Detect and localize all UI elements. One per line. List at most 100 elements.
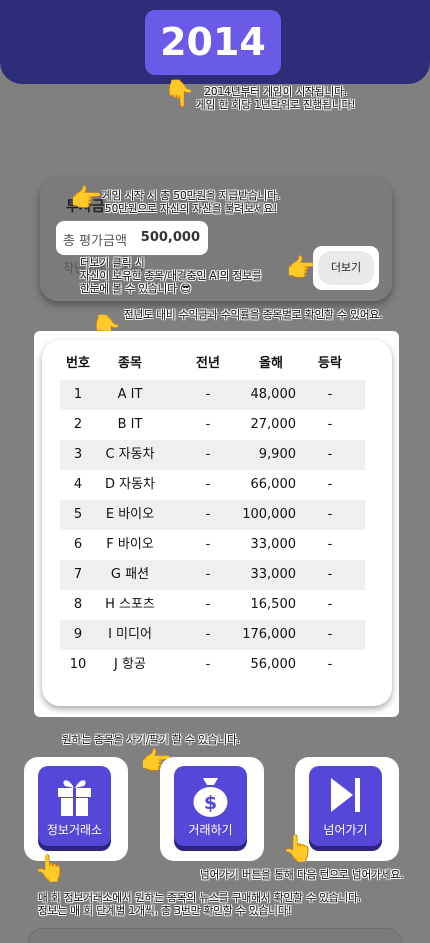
skip-card: 넘어가기 (295, 757, 399, 861)
row-chg: - (327, 657, 333, 672)
row-prev: - (205, 567, 211, 582)
row-name: I 미디어 (108, 627, 152, 642)
row-cur: 9,900 (258, 447, 296, 462)
info-exchange-label: 정보거래소 (46, 823, 103, 837)
money-bag-icon: $ (193, 778, 228, 817)
trade-hint: 원하는 종목을 사기/팔기 할 수 있습니다. (62, 734, 241, 746)
row-name: H 스포츠 (105, 597, 155, 612)
skip-next-icon (331, 778, 360, 812)
row-name: B IT (117, 417, 143, 432)
row-chg: - (327, 507, 333, 522)
pointing-hand-icon: 👆 (282, 834, 315, 864)
gift-icon (58, 780, 91, 816)
row-prev: - (205, 447, 211, 462)
header-no: 번호 (66, 356, 90, 371)
pointing-hand-icon: 👉 (286, 254, 319, 284)
row-no: 5 (73, 507, 83, 522)
skip-label: 넘어가기 (323, 823, 368, 837)
more-hint: 더보기 클릭 시 자신이 보유한 종목/대결중인 AI의 정보를 한눈에 볼 수… (80, 257, 262, 295)
row-chg: - (327, 597, 333, 612)
row-chg: - (327, 537, 333, 552)
row-cur: 100,000 (242, 507, 296, 522)
skip-hint: 넘어가기 버튼을 통해 다음 턴으로 넘어가세요. (200, 869, 404, 881)
row-cur: 33,000 (250, 537, 297, 552)
table-row: 3 C 자동차 - 9,900 - (60, 440, 365, 470)
trade-card: $ 거래하기 (160, 757, 264, 861)
rate-text: 작년 대비 (0%) (63, 261, 144, 275)
row-name: C 자동차 (105, 447, 155, 462)
row-chg: - (327, 567, 333, 582)
row-chg: - (327, 387, 333, 402)
row-name: F 바이오 (106, 537, 154, 552)
table-row: 6 F 바이오 - 33,000 - (60, 530, 365, 560)
row-cur: 176,000 (242, 627, 296, 642)
year-hint: 2014년부터 게임이 시작됩니다. 게임 한 회당 1년단위로 진행됩니다! (196, 86, 356, 111)
table-row: 8 H 스포츠 - 16,500 - (60, 590, 365, 620)
row-prev: - (205, 417, 211, 432)
table-row: 10 J 항공 - 56,000 - (60, 650, 365, 680)
row-cur: 27,000 (250, 417, 297, 432)
header-name: 종목 (118, 356, 142, 371)
row-cur: 33,000 (250, 567, 297, 582)
svg-text:$: $ (204, 792, 217, 814)
row-cur: 56,000 (250, 657, 297, 672)
year-badge: 2014 (145, 10, 281, 75)
row-prev: - (205, 657, 211, 672)
row-no: 10 (69, 657, 87, 672)
eval-label: 총 평가금액 (63, 234, 127, 249)
row-chg: - (327, 627, 333, 642)
table-row: 2 B IT - 27,000 - (60, 410, 365, 440)
more-button-label: 더보기 (318, 251, 374, 285)
table-row: 4 D 자동차 - 66,000 - (60, 470, 365, 500)
info-hint: 매 회 정보거래소에서 원하는 종목의 뉴스를 구매해서 확인할 수 있습니다.… (38, 892, 362, 917)
row-chg: - (327, 417, 333, 432)
skip-button[interactable]: 넘어가기 (309, 766, 382, 846)
row-no: 8 (73, 597, 83, 612)
investment-title: 투자금 (66, 199, 105, 215)
row-chg: - (327, 477, 333, 492)
row-no: 2 (73, 417, 83, 432)
pointing-hand-icon: 👇 (163, 79, 196, 109)
row-no: 1 (73, 387, 83, 402)
row-chg: - (327, 447, 333, 462)
row-no: 7 (73, 567, 83, 582)
bottom-panel (28, 928, 402, 943)
row-cur: 16,500 (250, 597, 297, 612)
info-exchange-card: 정보거래소 (24, 757, 128, 861)
eval-value: 500,000 (140, 230, 200, 245)
row-no: 6 (73, 537, 83, 552)
header-chg: 등락 (318, 356, 342, 371)
table-hint: 전년도 대비 수익금과 수익률을 종목별로 확인할 수 있어요. (124, 309, 383, 321)
table-row: 5 E 바이오 - 100,000 - (60, 500, 365, 530)
row-cur: 66,000 (250, 477, 297, 492)
info-exchange-button[interactable]: 정보거래소 (38, 766, 111, 846)
pointing-hand-icon: 👉 (70, 184, 103, 214)
row-name: J 항공 (114, 657, 146, 672)
row-no: 3 (73, 447, 83, 462)
row-no: 4 (73, 477, 83, 492)
table-row: 9 I 미디어 - 176,000 - (60, 620, 365, 650)
pointing-hand-icon: 👆 (34, 854, 67, 884)
row-prev: - (205, 387, 211, 402)
table-header: 번호 종목 전년 올해 등락 (60, 349, 365, 379)
row-prev: - (205, 627, 211, 642)
row-prev: - (205, 477, 211, 492)
header-prev: 전년 (196, 356, 220, 371)
row-name: D 자동차 (104, 477, 156, 492)
row-cur: 48,000 (250, 387, 297, 402)
row-no: 9 (73, 627, 83, 642)
trade-button[interactable]: $ 거래하기 (174, 766, 247, 846)
row-prev: - (205, 537, 211, 552)
row-prev: - (205, 507, 211, 522)
table-row: 7 G 패션 - 33,000 - (60, 560, 365, 590)
money-hint: 게임 시작 시 총 50만원을 지급받습니다. 50만원으로 자신의 자산을 불… (102, 190, 281, 215)
row-prev: - (205, 597, 211, 612)
more-button[interactable]: 더보기 (313, 246, 379, 290)
row-name: G 패션 (110, 567, 150, 582)
total-evaluation-box: 총 평가금액 500,000 (56, 221, 208, 255)
table-row: 1 A IT - 48,000 - (60, 380, 365, 410)
row-name: E 바이오 (105, 507, 155, 522)
header-cur: 올해 (259, 356, 283, 371)
row-name: A IT (117, 387, 143, 402)
trade-label: 거래하기 (188, 823, 233, 837)
